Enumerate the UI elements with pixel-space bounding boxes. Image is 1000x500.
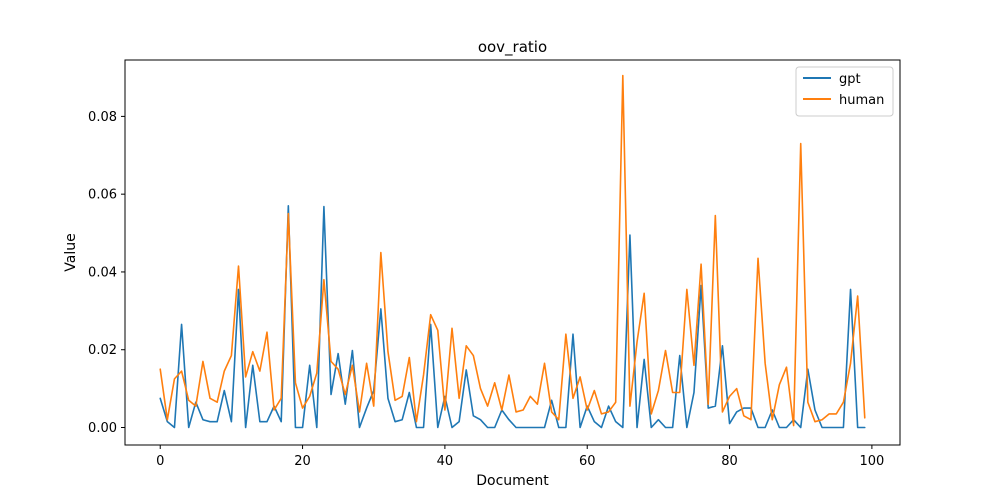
- y-tick-label: 0.08: [88, 110, 117, 125]
- y-axis: 0.00 0.02 0.04 0.06 0.08: [88, 110, 125, 436]
- chart-title: oov_ratio: [478, 38, 547, 57]
- series-line-human: [159, 74, 866, 427]
- y-axis-label: Value: [63, 233, 79, 271]
- y-tick-label: 0.02: [88, 343, 117, 358]
- plot-frame: [124, 59, 901, 446]
- x-tick-label: 60: [579, 454, 596, 469]
- x-tick-label: 20: [294, 454, 311, 469]
- legend-box: [795, 66, 894, 117]
- series-line-gpt: [159, 205, 866, 429]
- y-tick-label: 0.04: [88, 265, 117, 280]
- y-tick-label: 0.06: [88, 188, 117, 203]
- x-tick-label: 80: [721, 454, 738, 469]
- x-axis-label: Document: [476, 473, 549, 489]
- x-tick-label: 100: [859, 454, 884, 469]
- legend-label-gpt: gpt: [839, 72, 861, 87]
- y-tick-label: 0.00: [88, 421, 117, 436]
- series-layer: [159, 74, 866, 429]
- x-tick-label: 0: [156, 454, 164, 469]
- x-axis: 0 20 40 60 80 100: [156, 445, 884, 469]
- legend: gpt human: [795, 66, 894, 117]
- x-tick-label: 40: [437, 454, 454, 469]
- legend-label-human: human: [839, 93, 884, 108]
